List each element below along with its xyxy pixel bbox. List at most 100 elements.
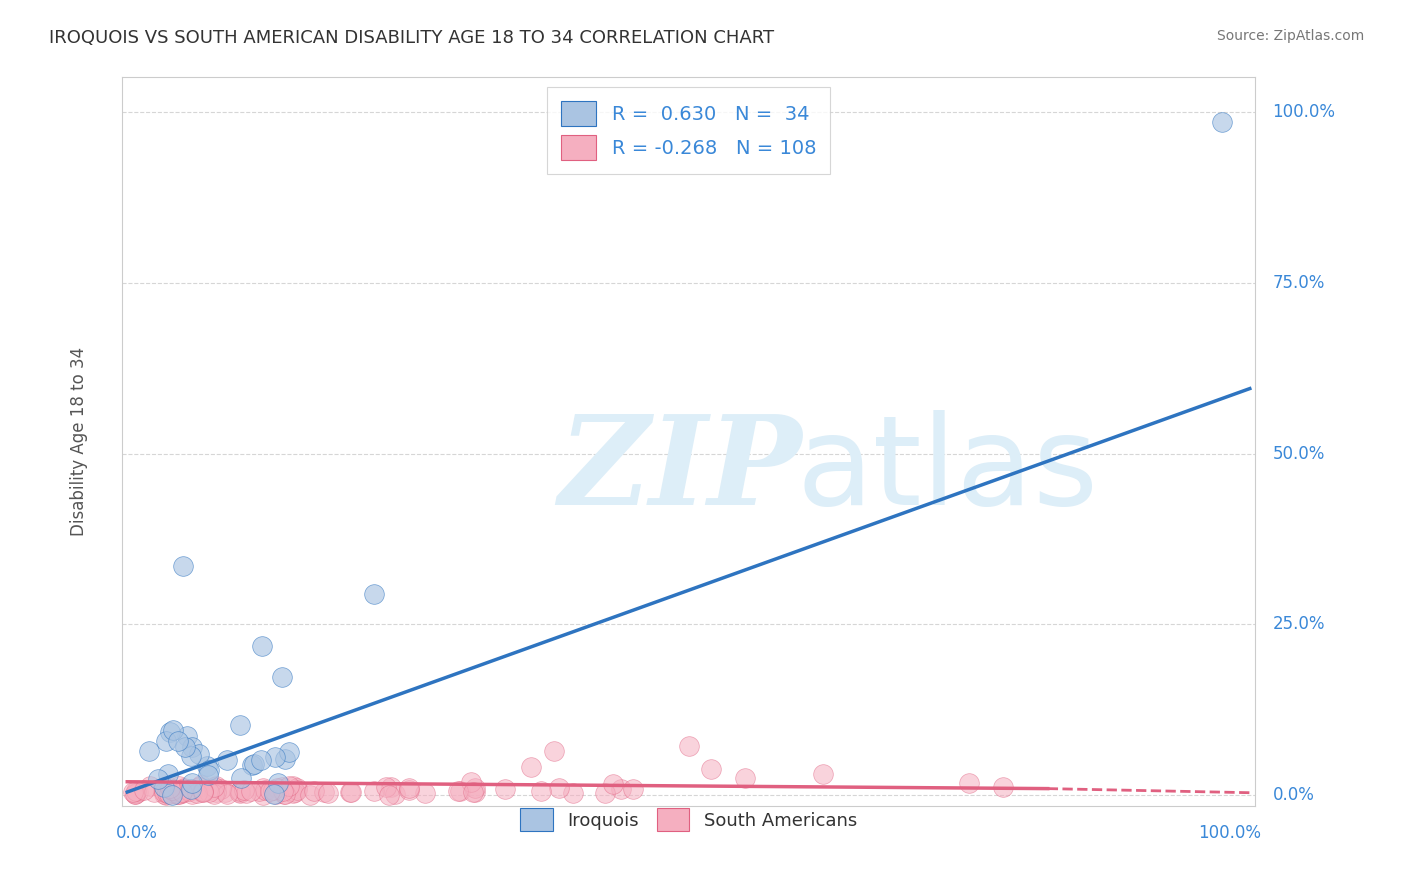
Point [170, 785, 193, 799]
Point [195, 758, 218, 772]
Point [464, 780, 486, 795]
Point [148, 772, 170, 786]
Point [380, 780, 402, 795]
Point [250, 639, 273, 653]
Point [177, 784, 200, 798]
Point [191, 784, 214, 798]
Point [162, 788, 184, 802]
Point [190, 779, 212, 793]
Point [202, 782, 225, 797]
Point [243, 756, 266, 771]
Point [250, 753, 273, 767]
Point [273, 787, 295, 801]
Point [197, 785, 219, 799]
Point [263, 787, 285, 801]
Point [167, 787, 190, 801]
Point [204, 785, 226, 799]
Text: 25.0%: 25.0% [1272, 615, 1324, 633]
Point [229, 771, 252, 785]
Point [229, 786, 252, 800]
Point [214, 785, 236, 799]
Point [153, 787, 176, 801]
Legend: Iroquois, South Americans: Iroquois, South Americans [508, 796, 869, 844]
Point [180, 782, 202, 797]
Point [278, 779, 301, 793]
Point [142, 784, 165, 798]
Point [240, 757, 263, 772]
Point [170, 786, 193, 800]
Point [173, 782, 195, 797]
Point [610, 781, 633, 796]
Point [1211, 115, 1233, 129]
Point [159, 780, 181, 795]
Point [124, 786, 146, 800]
Point [378, 788, 401, 802]
Point [461, 785, 484, 799]
Text: 100.0%: 100.0% [1198, 824, 1261, 842]
Point [267, 776, 290, 790]
Point [186, 786, 208, 800]
Point [228, 785, 250, 799]
Point [155, 734, 177, 748]
Point [215, 788, 238, 802]
Point [191, 785, 214, 799]
Point [284, 784, 307, 798]
Point [314, 785, 336, 799]
Point [270, 780, 292, 795]
Point [562, 786, 585, 800]
Point [174, 739, 197, 754]
Point [621, 782, 644, 797]
Point [271, 783, 294, 797]
Text: Source: ZipAtlas.com: Source: ZipAtlas.com [1216, 29, 1364, 43]
Point [180, 787, 202, 801]
Point [264, 787, 287, 801]
Point [165, 785, 187, 799]
Point [167, 779, 190, 793]
Point [252, 781, 274, 796]
Point [281, 786, 304, 800]
Point [447, 784, 470, 798]
Point [991, 780, 1014, 795]
Point [259, 784, 281, 798]
Point [363, 587, 385, 601]
Point [197, 768, 219, 782]
Point [274, 787, 297, 801]
Point [235, 786, 257, 800]
Point [700, 763, 723, 777]
Point [167, 787, 190, 801]
Point [413, 786, 436, 800]
Point [209, 782, 232, 797]
Point [374, 780, 396, 795]
Point [156, 767, 179, 781]
Point [813, 766, 835, 780]
Point [548, 781, 571, 796]
Point [172, 559, 194, 574]
Point [138, 744, 160, 758]
Point [266, 781, 288, 796]
Point [593, 786, 616, 800]
Point [198, 763, 221, 777]
Text: 50.0%: 50.0% [1272, 444, 1324, 463]
Text: atlas: atlas [796, 410, 1098, 532]
Point [247, 784, 270, 798]
Point [180, 749, 202, 764]
Point [287, 783, 309, 797]
Text: IROQUOIS VS SOUTH AMERICAN DISABILITY AGE 18 TO 34 CORRELATION CHART: IROQUOIS VS SOUTH AMERICAN DISABILITY AG… [49, 29, 775, 46]
Point [398, 782, 420, 797]
Point [191, 785, 214, 799]
Point [162, 783, 184, 797]
Point [162, 723, 184, 737]
Point [125, 784, 148, 798]
Point [520, 760, 543, 774]
Point [217, 753, 239, 767]
Point [264, 750, 287, 764]
Point [464, 785, 486, 799]
Point [678, 739, 700, 753]
Point [153, 780, 176, 794]
Point [127, 785, 149, 799]
Point [153, 785, 176, 799]
Text: 0.0%: 0.0% [1272, 787, 1315, 805]
Text: 0.0%: 0.0% [115, 824, 157, 842]
Point [155, 788, 177, 802]
Point [132, 783, 155, 797]
